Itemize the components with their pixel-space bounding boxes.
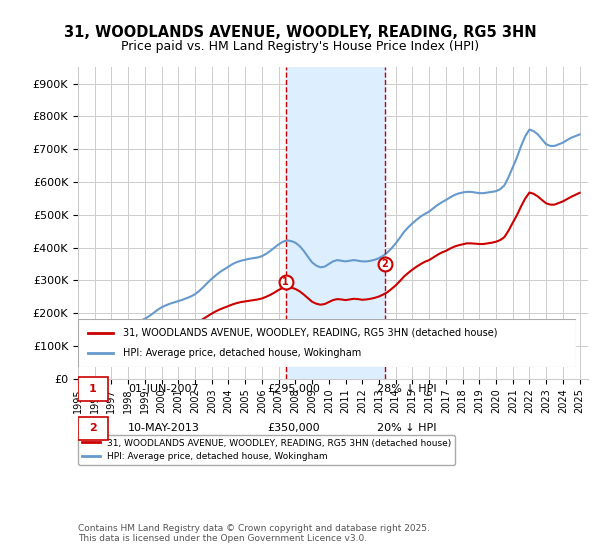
Text: £350,000: £350,000 bbox=[267, 423, 320, 433]
Text: 01-JUN-2007: 01-JUN-2007 bbox=[128, 384, 199, 394]
Bar bbox=[286, 67, 385, 379]
Text: 2: 2 bbox=[382, 259, 388, 269]
Text: Contains HM Land Registry data © Crown copyright and database right 2025.
This d: Contains HM Land Registry data © Crown c… bbox=[78, 524, 430, 543]
Text: 20% ↓ HPI: 20% ↓ HPI bbox=[377, 423, 436, 433]
Text: 31, WOODLANDS AVENUE, WOODLEY, READING, RG5 3HN: 31, WOODLANDS AVENUE, WOODLEY, READING, … bbox=[64, 25, 536, 40]
Text: 10-MAY-2013: 10-MAY-2013 bbox=[128, 423, 200, 433]
Text: 1: 1 bbox=[89, 384, 97, 394]
FancyBboxPatch shape bbox=[78, 417, 108, 440]
Legend: 31, WOODLANDS AVENUE, WOODLEY, READING, RG5 3HN (detached house), HPI: Average p: 31, WOODLANDS AVENUE, WOODLEY, READING, … bbox=[78, 435, 455, 465]
Text: 1: 1 bbox=[283, 277, 289, 287]
Text: Price paid vs. HM Land Registry's House Price Index (HPI): Price paid vs. HM Land Registry's House … bbox=[121, 40, 479, 53]
Text: £295,000: £295,000 bbox=[267, 384, 320, 394]
Text: HPI: Average price, detached house, Wokingham: HPI: Average price, detached house, Woki… bbox=[123, 348, 361, 358]
Text: 31, WOODLANDS AVENUE, WOODLEY, READING, RG5 3HN (detached house): 31, WOODLANDS AVENUE, WOODLEY, READING, … bbox=[123, 328, 497, 338]
FancyBboxPatch shape bbox=[78, 319, 576, 367]
Text: 28% ↓ HPI: 28% ↓ HPI bbox=[377, 384, 436, 394]
Text: 2: 2 bbox=[89, 423, 97, 433]
FancyBboxPatch shape bbox=[78, 377, 108, 401]
